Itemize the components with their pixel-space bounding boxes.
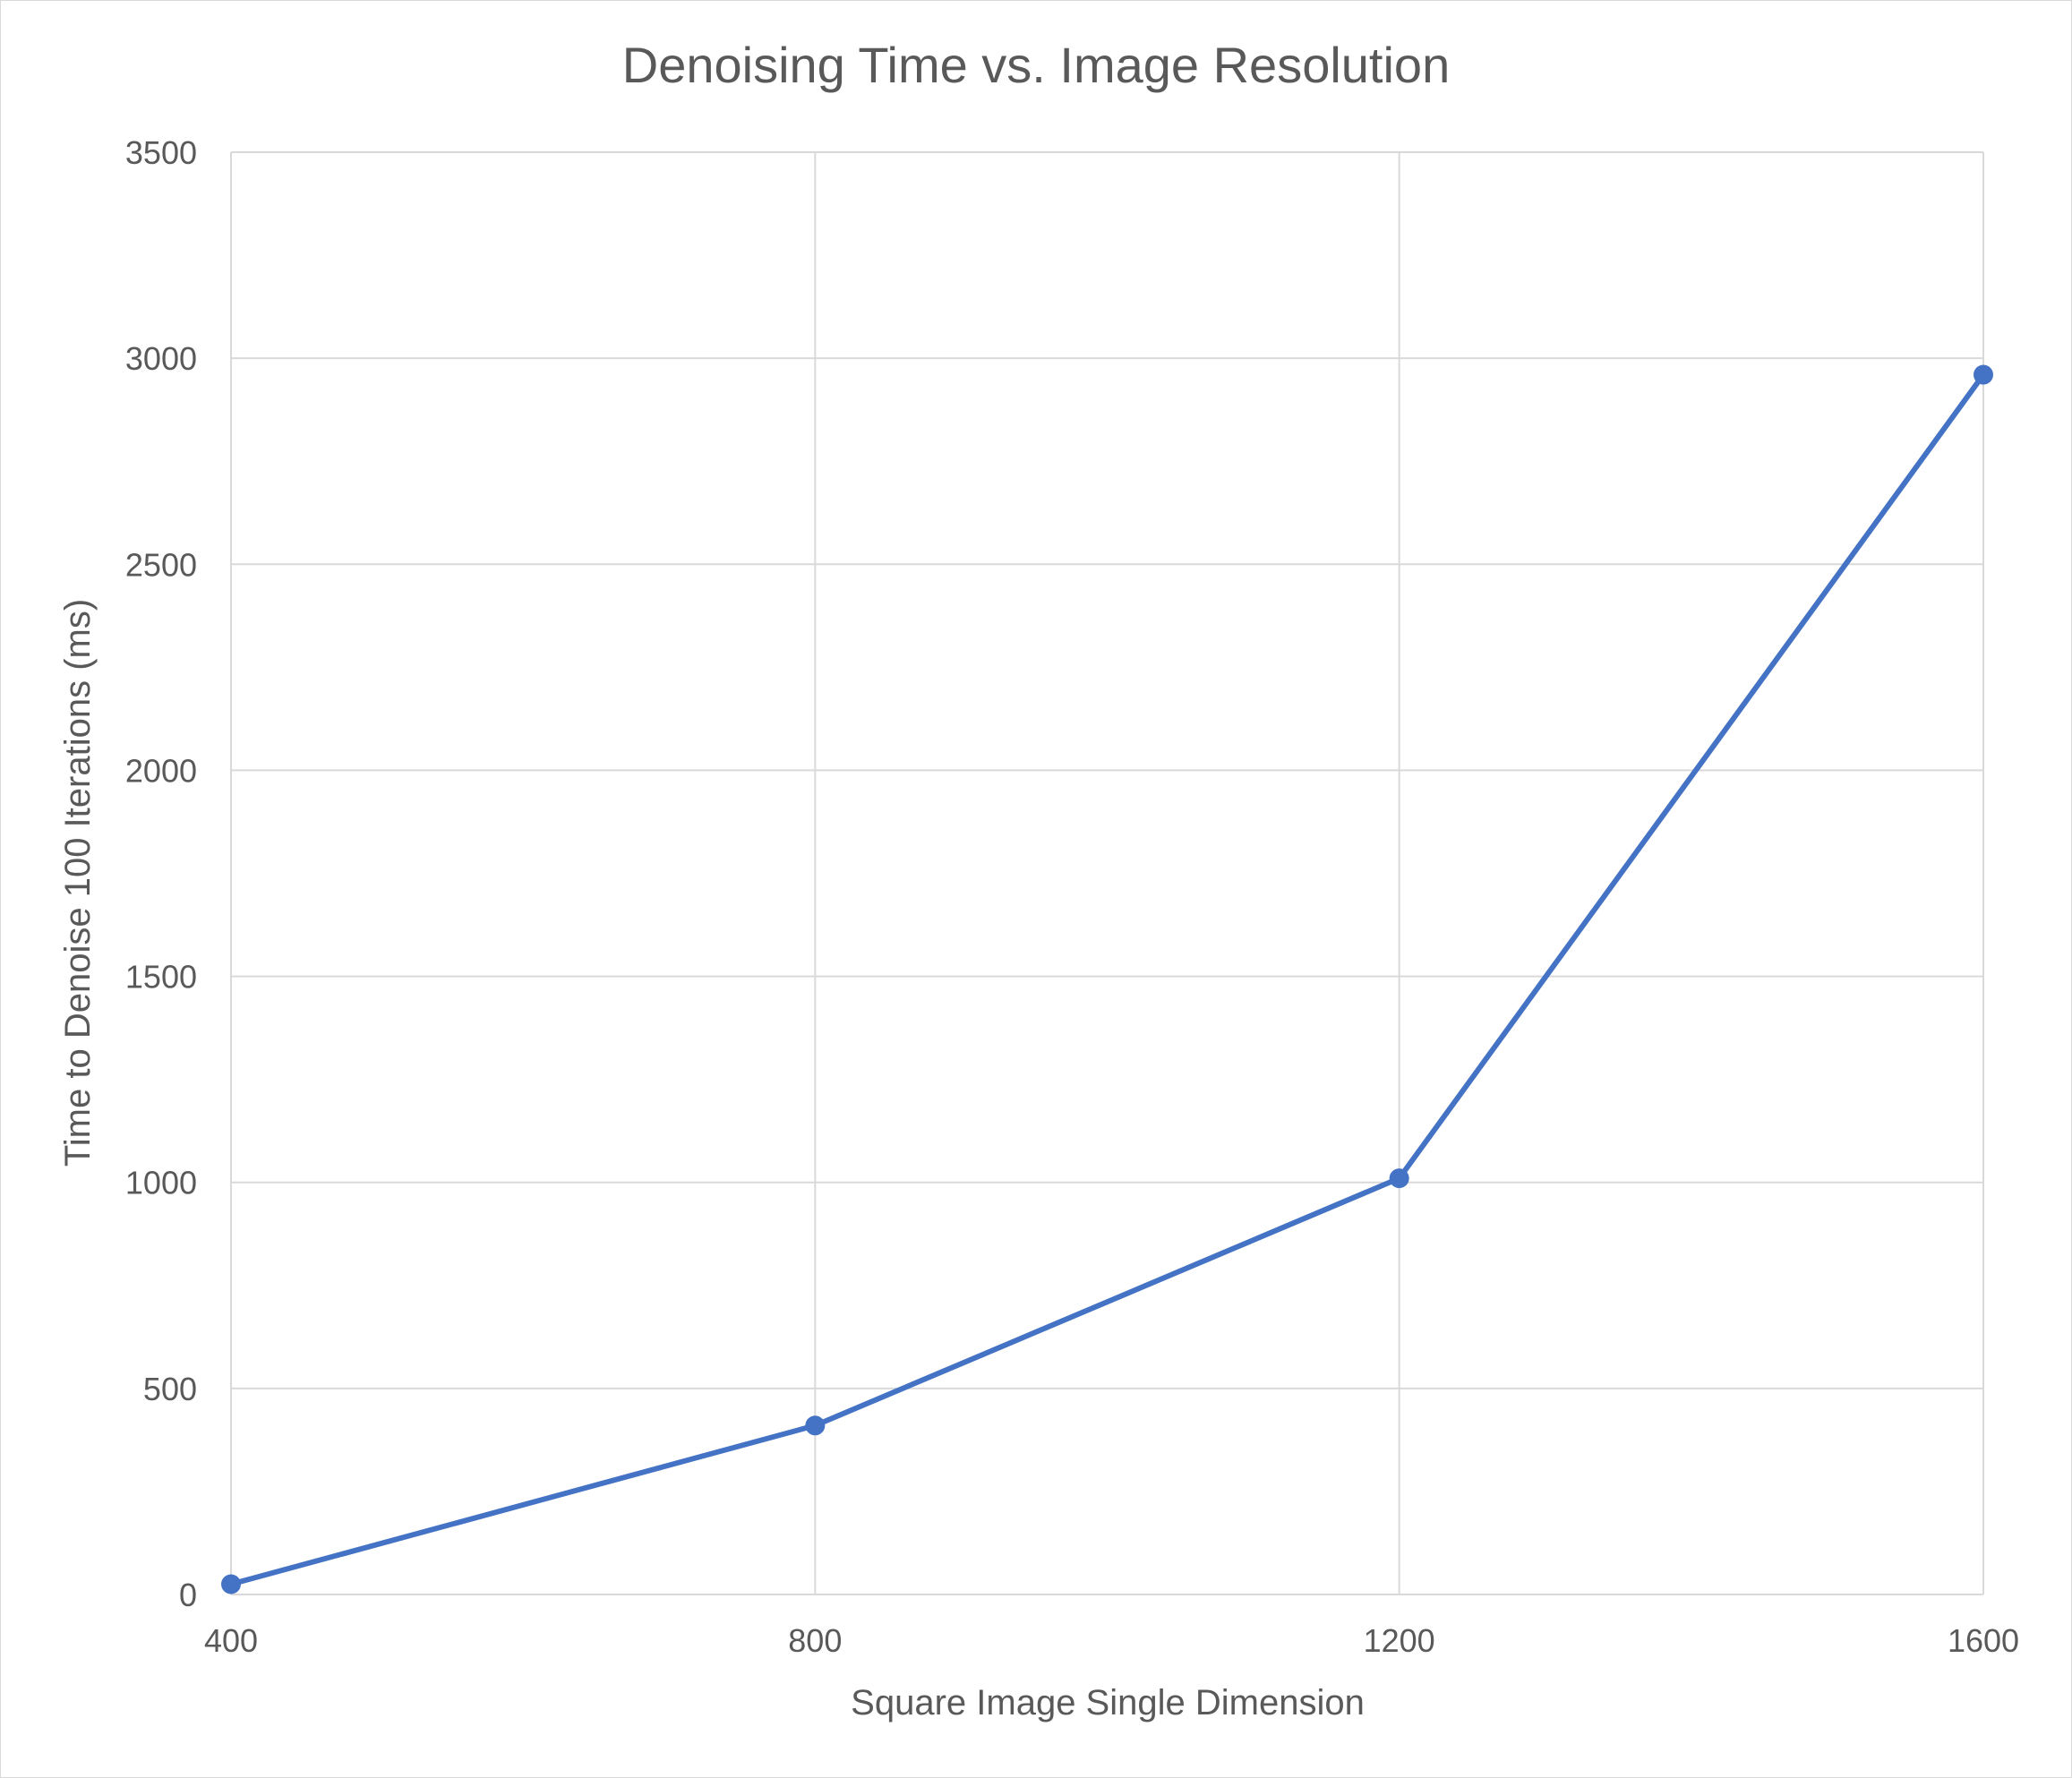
y-tick-label: 500 — [143, 1371, 197, 1407]
y-axis-label: Time to Denoise 100 Iterations (ms) — [58, 599, 98, 1167]
y-tick-label: 2000 — [125, 752, 197, 789]
data-point — [221, 1574, 241, 1594]
x-axis-label: Square Image Single Dimension — [851, 1683, 1365, 1722]
y-tick-label: 3000 — [125, 340, 197, 377]
x-tick-label: 800 — [788, 1622, 842, 1659]
data-point — [1974, 364, 1993, 385]
x-tick-label: 1600 — [1948, 1622, 2019, 1659]
gridlines — [230, 151, 1984, 1595]
tick-labels: 0 500 1000 1500 2000 2500 3000 3500 400 800 1200 16… — [125, 134, 2019, 1659]
x-tick-label: 400 — [204, 1622, 258, 1659]
data-point — [1389, 1168, 1409, 1189]
data-point — [805, 1415, 826, 1436]
y-tick-label: 0 — [179, 1577, 197, 1613]
y-tick-label: 1000 — [125, 1165, 197, 1201]
series-line — [228, 372, 1986, 1587]
y-tick-label: 1500 — [125, 959, 197, 996]
x-tick-label: 1200 — [1364, 1622, 1435, 1659]
series-layer — [221, 364, 1993, 1594]
y-tick-label: 2500 — [125, 546, 197, 583]
chart-title: Denoising Time vs. Image Resolution — [622, 37, 1450, 93]
y-tick-label: 3500 — [125, 134, 197, 171]
